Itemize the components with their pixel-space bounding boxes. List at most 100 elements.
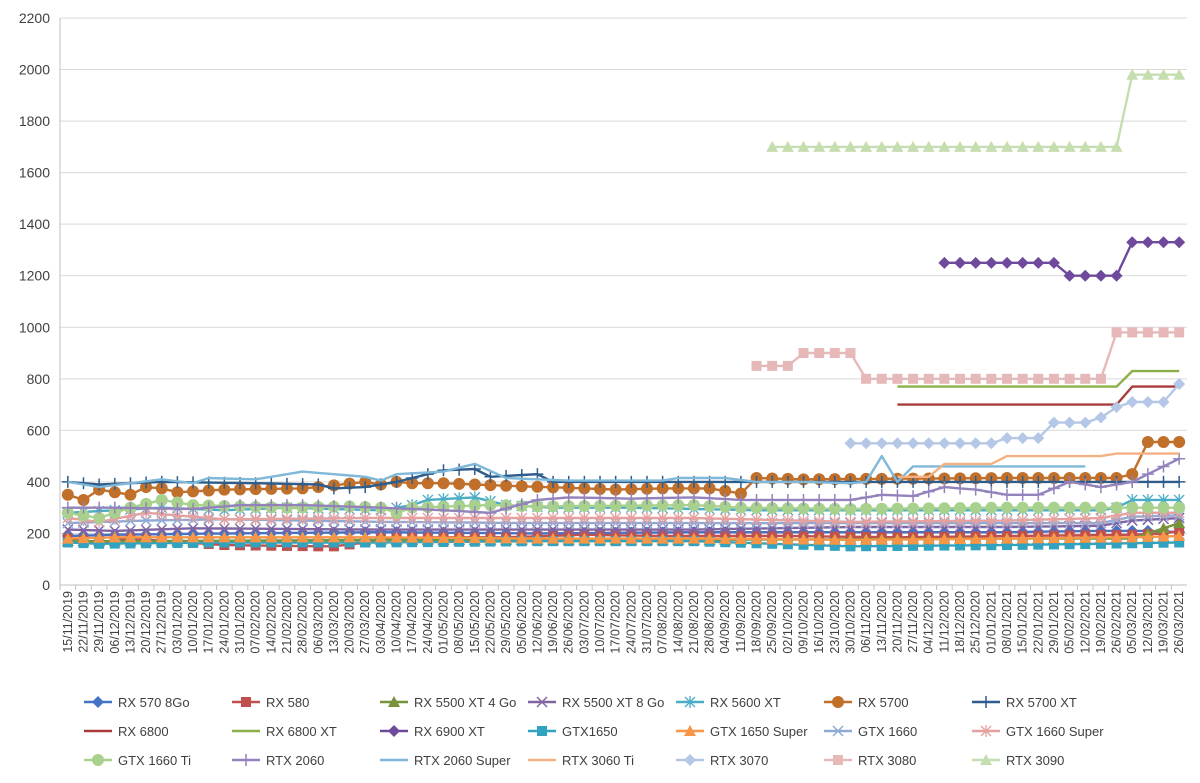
data-point [406, 531, 419, 543]
data-point [687, 482, 700, 495]
data-point [985, 501, 998, 514]
x-tick-label: 25/09/2020 [765, 591, 779, 654]
data-point [265, 523, 277, 535]
series-gtx-1660-super [62, 506, 1185, 528]
data-point [390, 531, 403, 543]
series-line [772, 73, 1180, 149]
data-point [766, 502, 779, 515]
data-point [985, 256, 998, 269]
data-point [703, 499, 716, 512]
x-tick-label: 29/11/2019 [92, 591, 106, 653]
data-point [218, 483, 231, 496]
data-point [140, 515, 152, 527]
data-point [234, 483, 247, 496]
data-point [171, 486, 184, 499]
data-point [782, 360, 793, 371]
data-point [390, 475, 403, 488]
legend-label: RX 580 [266, 695, 309, 710]
x-tick-label: 01/05/2020 [436, 591, 450, 654]
data-point [922, 502, 935, 515]
data-point [343, 500, 356, 513]
data-point [656, 492, 669, 505]
data-point [1017, 539, 1028, 550]
data-point [750, 533, 763, 545]
data-point [297, 512, 309, 525]
x-tick-label: 27/12/2019 [155, 591, 169, 654]
data-point [861, 373, 872, 384]
data-point [171, 531, 184, 543]
data-point [1032, 513, 1044, 526]
data-point [108, 486, 121, 499]
data-point [578, 511, 590, 524]
data-point [828, 493, 841, 506]
data-point [249, 531, 262, 543]
data-point [93, 501, 106, 514]
data-point [1016, 256, 1029, 269]
data-point [1110, 531, 1123, 543]
data-point [891, 437, 904, 450]
x-tick-label: 14/02/2020 [264, 591, 278, 654]
data-point [453, 505, 466, 518]
data-point [1141, 396, 1154, 409]
legend-label: RX 5500 XT 4 Go [414, 695, 516, 710]
data-point [1142, 537, 1153, 548]
data-point [1048, 373, 1059, 384]
data-point [656, 499, 669, 512]
data-point [908, 540, 919, 551]
data-point [171, 523, 183, 535]
data-point [1141, 530, 1154, 542]
x-tick-label: 11/12/2020 [937, 591, 951, 653]
data-point [313, 537, 324, 548]
data-point [751, 513, 763, 526]
x-tick-label: 26/06/2020 [562, 591, 576, 654]
x-tick-label: 23/10/2020 [828, 591, 842, 654]
data-point [203, 537, 214, 548]
data-point [1079, 501, 1092, 514]
x-tick-label: 28/08/2020 [703, 591, 717, 654]
data-point [359, 531, 372, 543]
x-tick-label: 21/08/2020 [687, 591, 701, 654]
data-point [1047, 140, 1060, 152]
x-tick-label: 09/10/2020 [797, 591, 811, 654]
legend-marker [92, 696, 104, 708]
data-point [1032, 475, 1045, 488]
data-point [891, 140, 904, 152]
data-point [202, 531, 215, 543]
data-point [875, 475, 888, 488]
data-point [531, 500, 544, 513]
data-point [265, 477, 278, 490]
data-point [500, 502, 513, 515]
y-tick-label: 1600 [19, 165, 50, 181]
data-point [1126, 531, 1139, 543]
x-tick-label: 14/08/2020 [671, 591, 685, 654]
x-tick-label: 31/07/2020 [640, 591, 654, 654]
data-point [77, 532, 90, 544]
x-tick-label: 26/02/2021 [1110, 591, 1124, 654]
series-rx-6800 [897, 385, 1180, 406]
data-point [155, 502, 168, 515]
series-line [944, 241, 1180, 277]
data-point [531, 493, 544, 506]
data-point [1173, 501, 1186, 514]
legend-item: RX 5500 XT 4 Go [380, 695, 516, 710]
data-point [939, 373, 950, 384]
data-point [1000, 475, 1013, 488]
y-tick-label: 1800 [19, 113, 50, 129]
data-point [77, 493, 90, 506]
data-point [219, 537, 230, 548]
x-tick-label: 08/01/2021 [1000, 591, 1014, 654]
legend-item: RTX 2060 [232, 753, 324, 768]
data-point [328, 512, 340, 525]
y-tick-label: 800 [27, 371, 51, 387]
data-point [312, 531, 325, 543]
data-point [798, 348, 809, 359]
data-point [814, 540, 825, 551]
data-point [938, 256, 951, 269]
data-point [719, 532, 732, 544]
data-point [203, 522, 215, 534]
series-rtx-3070 [844, 377, 1186, 450]
data-point [797, 493, 810, 506]
data-point [1174, 327, 1185, 338]
data-point [563, 511, 575, 524]
legend-item: GTX1650 [528, 724, 618, 739]
